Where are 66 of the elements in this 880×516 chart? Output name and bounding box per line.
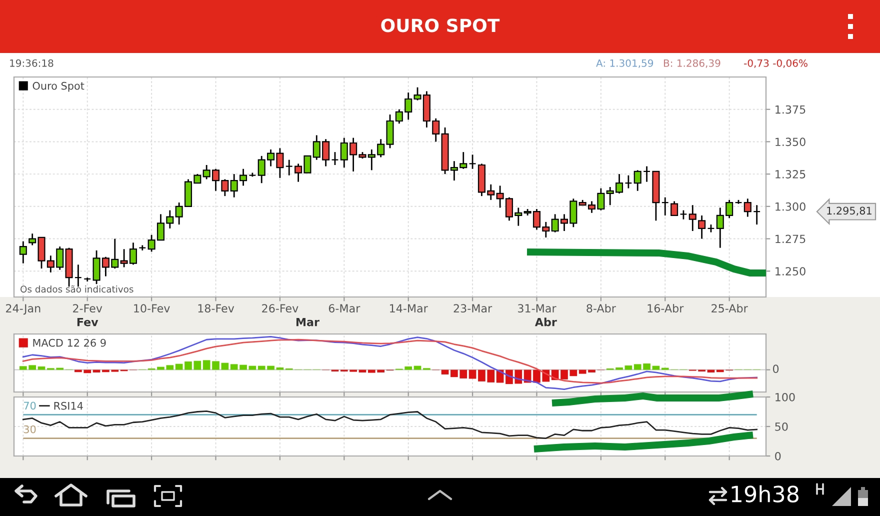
candlestick <box>285 159 293 176</box>
text: -0,73 -0,06% <box>744 59 808 68</box>
x-tick-label: 24-Jan <box>6 304 40 315</box>
y-tick-label: 1.375 <box>776 105 806 114</box>
text: A: 1.301,59 <box>596 59 654 68</box>
bar <box>175 364 183 370</box>
bar <box>624 365 632 370</box>
candlestick <box>468 154 476 170</box>
x-tick-label: 31-Mar <box>518 304 556 313</box>
ref-line-label: 70 <box>24 402 36 410</box>
text: 1.295,81 <box>827 206 872 216</box>
text: 19h38 <box>732 485 798 502</box>
candlestick <box>624 174 632 189</box>
candlestick <box>643 166 651 183</box>
x-tick-label: 8-Abr <box>586 304 616 313</box>
x-tick-label: 23-Mar <box>454 304 492 313</box>
line-series <box>22 410 758 439</box>
bar <box>652 366 660 370</box>
bar <box>414 366 422 370</box>
chart-title: OURO SPOT <box>381 18 500 32</box>
candlestick <box>661 196 669 216</box>
legend-label: RSI14 <box>54 402 83 410</box>
x-tick-label: 10-Fev <box>134 304 170 313</box>
annotation: Os dados são indicativos <box>20 285 134 293</box>
x-tick-label: 14-Mar <box>390 304 428 313</box>
bar <box>276 367 284 370</box>
text: Fev <box>77 318 98 326</box>
candlestick <box>670 200 678 216</box>
text: Abr <box>534 318 557 326</box>
x-tick-label: 18-Fev <box>198 304 234 313</box>
bar <box>221 362 229 370</box>
legend-label: MACD 12 26 9 <box>33 338 106 347</box>
y-tick-label: 1.350 <box>776 138 806 146</box>
bar <box>38 366 46 370</box>
text: B: 1.286,39 <box>664 59 720 68</box>
ref-line-label: 30 <box>24 425 36 434</box>
candlestick <box>698 214 706 240</box>
candlestick <box>680 210 688 220</box>
candlestick <box>331 151 339 166</box>
candlestick <box>138 244 146 252</box>
candlestick <box>744 198 752 218</box>
bar <box>92 370 100 372</box>
x-tick-label: 6-Mar <box>328 304 360 313</box>
candlestick <box>19 240 27 264</box>
candlestick <box>688 204 696 232</box>
y-tick-label: 1.250 <box>776 267 806 276</box>
x-tick-label: 2-Fev <box>73 304 102 313</box>
x-tick-label: 16-Abr <box>648 304 684 313</box>
bar <box>468 370 476 379</box>
bar <box>248 366 256 370</box>
y-tick-label: 1.325 <box>776 170 806 178</box>
x-tick-label: 26-Fev <box>262 304 298 313</box>
text: 19:36:18 <box>10 59 54 67</box>
y-tick-label: 100 <box>776 392 795 402</box>
y-tick-label: 1.300 <box>776 202 806 211</box>
legend-label: Ouro Spot <box>32 82 84 92</box>
y-tick-label: 50 <box>775 422 788 431</box>
x-tick-label: 25-Abr <box>712 304 748 313</box>
bar <box>358 370 366 372</box>
candlestick <box>634 169 642 192</box>
y-tick-label: 1.275 <box>776 234 806 244</box>
candlestick <box>753 204 761 226</box>
bar <box>707 370 715 372</box>
text: Mar <box>296 318 320 326</box>
bar <box>441 370 449 374</box>
y-tick-label: 0 <box>775 452 781 460</box>
